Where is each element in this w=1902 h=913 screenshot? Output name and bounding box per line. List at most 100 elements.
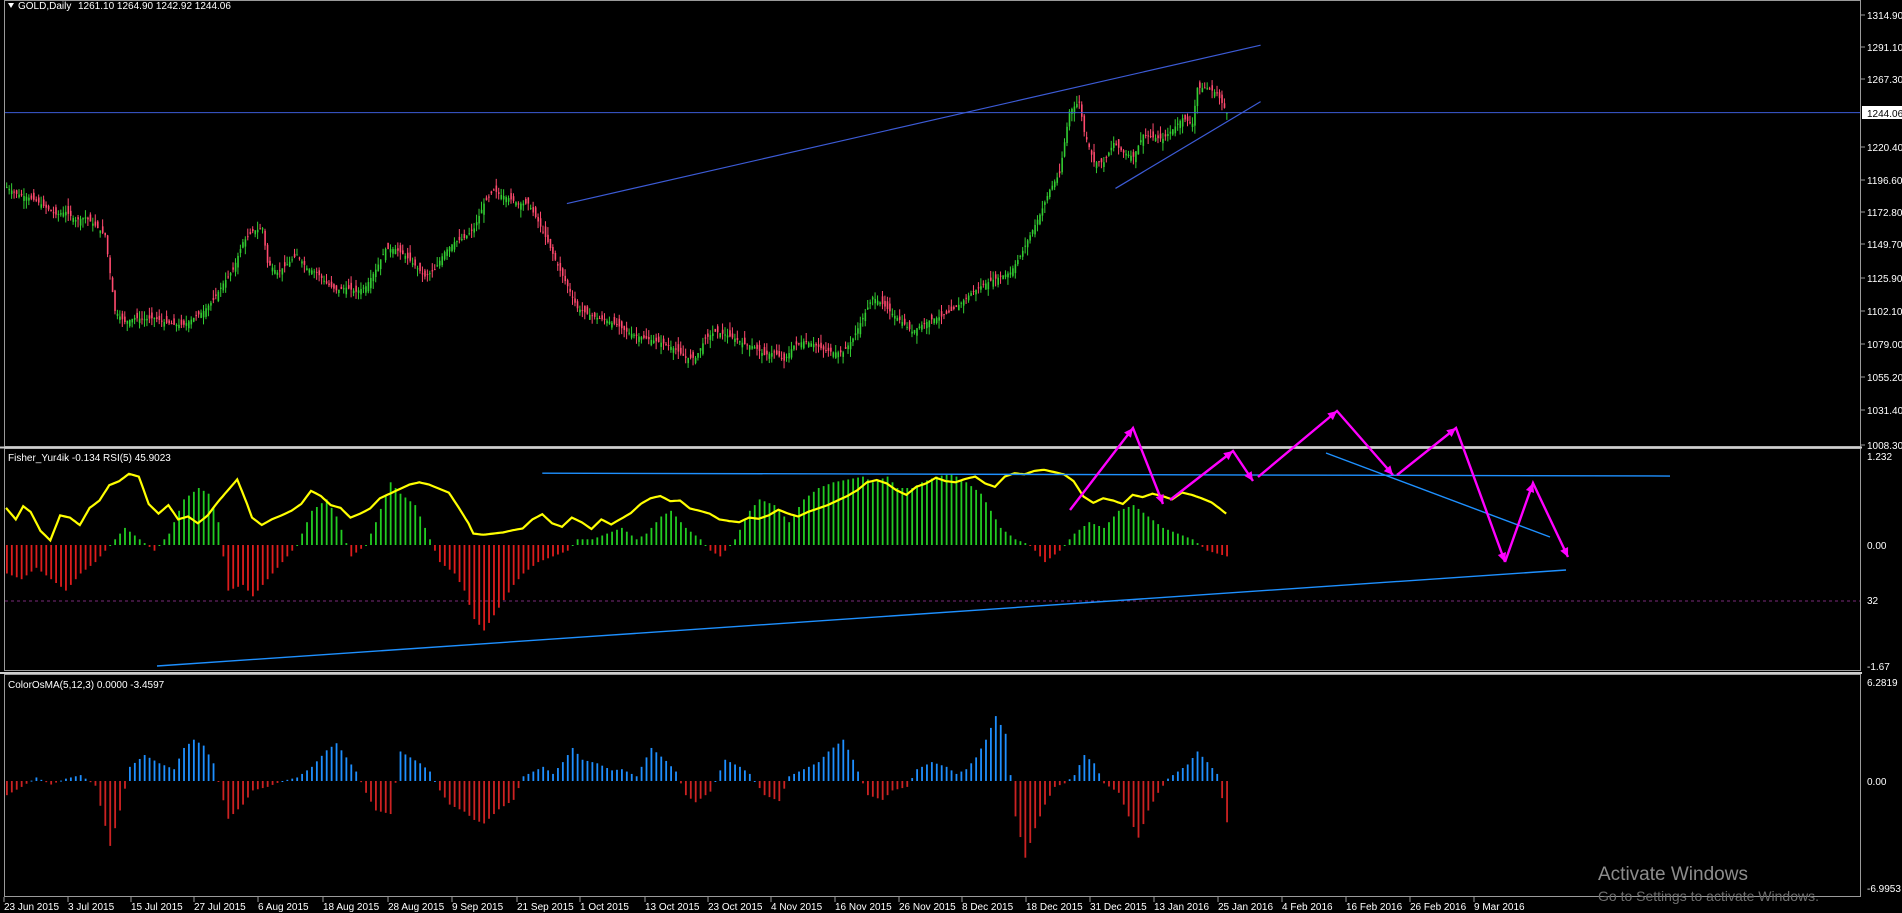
osma-bar [183, 747, 185, 781]
candle-body [847, 345, 849, 350]
osma-bar [507, 781, 510, 804]
candle-body [844, 346, 847, 349]
price-tick-label: 1172.80 [1867, 208, 1902, 219]
fisher-bar [763, 501, 766, 545]
current-price-badge [1862, 106, 1902, 119]
osma-bar [365, 781, 367, 793]
osma-bar [192, 739, 195, 781]
fisher-bar [424, 527, 426, 545]
candle-body [264, 230, 266, 246]
candle-body [188, 321, 190, 329]
fisher-bar [625, 531, 628, 545]
price-plot [5, 44, 1860, 369]
osma-bar [379, 781, 382, 812]
candle-body [291, 259, 293, 261]
candle-body [1061, 157, 1063, 173]
arrowhead-icon [1525, 483, 1535, 493]
osma-bar [763, 781, 766, 796]
fisher-bar [1053, 545, 1056, 555]
candle-body [879, 302, 881, 305]
osma-bar [857, 771, 859, 781]
candle-body [746, 344, 749, 346]
fisher-panel-title: Fisher_Yur4ik -0.134 RSI(5) 45.9023 [8, 453, 171, 464]
osma-bar [945, 766, 948, 781]
time-tick-label: 8 Dec 2015 [962, 902, 1014, 913]
candle-body [254, 230, 257, 235]
fisher-bar [640, 536, 643, 545]
fisher-bar [768, 503, 771, 545]
price-tick-label: 1196.60 [1867, 176, 1902, 187]
fisher-bar [114, 539, 117, 545]
osma-bar [1167, 778, 1169, 781]
fisher-bar [79, 545, 82, 574]
fisher-bar [793, 514, 795, 545]
candle-body [1085, 137, 1088, 140]
fisher-bar [330, 507, 333, 545]
osma-bar [25, 781, 28, 784]
osma-bar [837, 743, 840, 781]
candle-body [982, 283, 985, 285]
candle-body [687, 357, 690, 364]
candle-body [768, 353, 771, 359]
osma-bar [256, 781, 259, 790]
candle-body [803, 341, 805, 349]
osma-bar [729, 762, 732, 781]
candle-body [810, 343, 813, 347]
fisher-bar [916, 485, 918, 545]
osma-bar [576, 753, 579, 781]
osma-bar [916, 769, 918, 781]
trendline [1115, 101, 1261, 189]
fisher-bar [842, 480, 845, 545]
candle-body [633, 334, 635, 336]
osma-bar [1024, 781, 1027, 858]
candle-body [515, 202, 517, 206]
candle-body [1117, 139, 1120, 148]
candle-body [694, 357, 697, 364]
fisher-bar [320, 503, 323, 545]
osma-bar [1191, 757, 1194, 781]
fisher-bar [1034, 545, 1037, 551]
fisher-bar [871, 482, 874, 545]
osma-bar [1152, 781, 1155, 802]
candle-body [404, 255, 407, 259]
candle-body [1120, 147, 1122, 151]
osma-bar [788, 776, 791, 781]
time-tick-label: 26 Feb 2016 [1410, 902, 1467, 913]
fisher-bar [1108, 522, 1110, 545]
candle-body [293, 253, 296, 257]
candle-body [143, 319, 146, 321]
time-tick-label: 31 Dec 2015 [1090, 902, 1147, 913]
osma-bar [399, 751, 402, 781]
candle-body [57, 213, 60, 215]
candle-body [424, 270, 426, 277]
candle-body [908, 321, 911, 330]
candle-body [923, 323, 926, 325]
fisher-bar [807, 495, 810, 545]
candle-body [185, 323, 188, 326]
candle-body [714, 329, 717, 332]
dropdown-triangle-icon[interactable] [8, 3, 14, 8]
osma-bar [675, 771, 677, 781]
osma-bar [561, 762, 564, 781]
osma-bar [10, 781, 13, 793]
candle-body [916, 328, 918, 336]
candle-body [1159, 133, 1162, 139]
fisher-bar [1088, 522, 1091, 545]
osma-bar [478, 781, 481, 822]
osma-bar [222, 781, 225, 801]
candle-body [926, 322, 928, 329]
fisher-bar [222, 545, 225, 557]
fisher-bar [143, 543, 146, 545]
candle-body [1132, 152, 1135, 157]
candle-body [559, 262, 562, 271]
candle-body [527, 197, 530, 204]
osma-bar [1049, 781, 1051, 796]
fisher-bar [537, 545, 540, 563]
price-tick-label: 1125.90 [1867, 274, 1902, 285]
candle-body [985, 283, 987, 290]
candle-body [220, 287, 222, 289]
candle-body [571, 296, 574, 298]
osma-bar [173, 769, 176, 781]
candle-body [222, 283, 225, 291]
